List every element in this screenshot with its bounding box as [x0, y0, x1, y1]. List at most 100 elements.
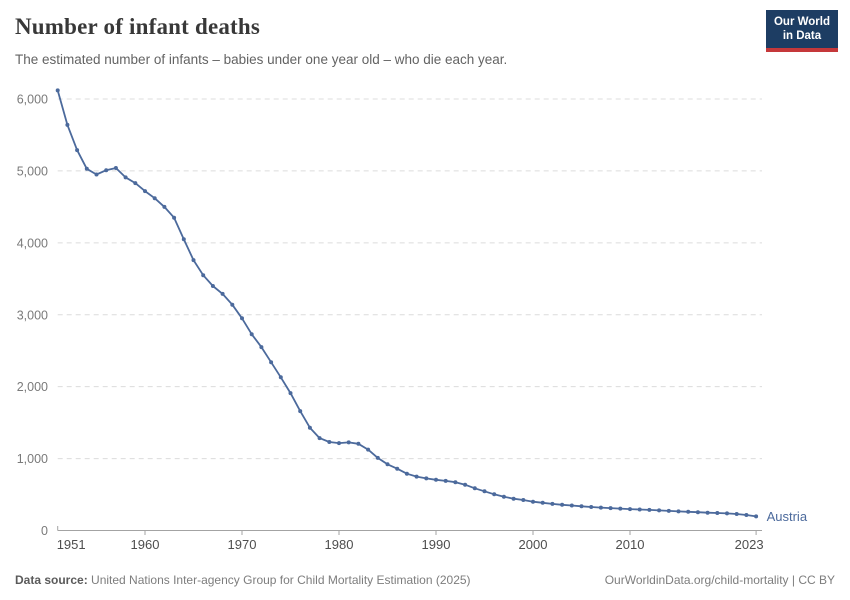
- data-point[interactable]: [434, 477, 438, 482]
- data-point[interactable]: [65, 122, 70, 127]
- data-point[interactable]: [647, 507, 652, 512]
- data-point[interactable]: [424, 476, 429, 481]
- y-tick-label: 6,000: [17, 93, 48, 107]
- data-point[interactable]: [210, 284, 215, 288]
- data-point[interactable]: [608, 506, 613, 511]
- x-tick-label: 1960: [131, 537, 160, 552]
- entity-label[interactable]: Austria: [767, 509, 808, 524]
- chart-subtitle: The estimated number of infants – babies…: [15, 52, 508, 67]
- owid-logo-line1: Our World: [773, 16, 830, 28]
- data-point[interactable]: [463, 482, 468, 487]
- data-point[interactable]: [628, 507, 632, 512]
- data-point[interactable]: [366, 447, 371, 452]
- data-point[interactable]: [482, 489, 487, 494]
- data-point[interactable]: [152, 196, 157, 201]
- data-point[interactable]: [84, 166, 89, 171]
- data-point[interactable]: [492, 492, 497, 497]
- data-point[interactable]: [569, 503, 574, 508]
- data-point[interactable]: [540, 500, 545, 505]
- data-point[interactable]: [133, 181, 138, 186]
- data-point[interactable]: [734, 512, 739, 516]
- data-point[interactable]: [550, 501, 555, 506]
- data-point[interactable]: [560, 502, 565, 507]
- data-source-text: United Nations Inter-agency Group for Ch…: [87, 573, 471, 587]
- data-point[interactable]: [94, 172, 99, 177]
- chart-header: Number of infant deaths The estimated nu…: [0, 0, 850, 80]
- data-point[interactable]: [395, 466, 400, 471]
- data-point[interactable]: [414, 474, 419, 479]
- data-point[interactable]: [75, 148, 80, 153]
- y-tick-label: 3,000: [17, 308, 48, 322]
- data-point[interactable]: [288, 391, 293, 396]
- owid-logo[interactable]: Our World in Data: [765, 10, 838, 53]
- data-source-label: Data source:: [15, 573, 88, 587]
- data-point[interactable]: [453, 480, 458, 485]
- chart-footer: Data source: United Nations Inter-agency…: [15, 573, 835, 587]
- x-tick-label: 1990: [422, 537, 451, 552]
- x-tick-label: 2000: [519, 537, 548, 552]
- x-tick-label: 1980: [325, 537, 354, 552]
- data-point[interactable]: [511, 496, 516, 501]
- data-point[interactable]: [327, 440, 332, 444]
- data-source-note: Data source: United Nations Inter-agency…: [15, 573, 471, 587]
- data-point[interactable]: [598, 505, 603, 510]
- data-point[interactable]: [346, 440, 351, 445]
- data-point[interactable]: [705, 510, 710, 515]
- line-chart: 0 1,000 2,000 3,000 4,000 5,000 6,000 1951 1960 1…: [0, 80, 850, 563]
- data-point[interactable]: [123, 175, 128, 180]
- data-point[interactable]: [317, 436, 322, 441]
- data-point[interactable]: [230, 302, 235, 307]
- data-point[interactable]: [259, 345, 264, 350]
- data-point[interactable]: [754, 514, 759, 519]
- y-tick-label: 1,000: [17, 452, 48, 466]
- data-point[interactable]: [589, 505, 594, 509]
- data-point[interactable]: [356, 441, 361, 446]
- x-tick-label: 1970: [228, 537, 257, 552]
- data-point[interactable]: [657, 508, 662, 513]
- data-line[interactable]: [56, 89, 757, 518]
- x-tick-label: 2010: [616, 537, 645, 552]
- data-point[interactable]: [695, 510, 700, 515]
- data-point[interactable]: [143, 189, 147, 194]
- y-tick-label: 0: [41, 524, 48, 538]
- data-point[interactable]: [55, 88, 60, 93]
- data-point[interactable]: [744, 513, 749, 517]
- data-point[interactable]: [666, 508, 671, 513]
- data-point[interactable]: [715, 511, 720, 515]
- data-point[interactable]: [220, 291, 225, 296]
- data-point[interactable]: [249, 332, 254, 337]
- data-point[interactable]: [531, 499, 535, 504]
- data-point[interactable]: [191, 258, 196, 263]
- data-point[interactable]: [162, 204, 167, 209]
- data-point[interactable]: [298, 409, 303, 414]
- owid-logo-line2: in Data: [782, 29, 822, 42]
- data-point[interactable]: [618, 506, 623, 511]
- data-point[interactable]: [404, 471, 409, 476]
- data-point[interactable]: [104, 168, 109, 173]
- data-point[interactable]: [385, 462, 390, 467]
- data-point[interactable]: [337, 441, 341, 446]
- data-point[interactable]: [443, 478, 448, 483]
- y-tick-label: 5,000: [17, 164, 48, 178]
- data-point[interactable]: [637, 507, 642, 512]
- data-point[interactable]: [113, 166, 118, 170]
- data-point[interactable]: [269, 360, 274, 365]
- data-point[interactable]: [725, 511, 729, 516]
- data-point[interactable]: [240, 316, 244, 321]
- data-point[interactable]: [686, 509, 691, 514]
- data-point[interactable]: [521, 498, 526, 502]
- data-point[interactable]: [307, 425, 312, 430]
- data-point[interactable]: [278, 375, 283, 380]
- data-point[interactable]: [375, 455, 380, 460]
- data-point[interactable]: [472, 486, 477, 491]
- data-point[interactable]: [676, 509, 681, 514]
- data-point[interactable]: [579, 504, 584, 509]
- data-point[interactable]: [201, 273, 206, 278]
- data-point[interactable]: [501, 494, 506, 499]
- y-tick-label: 4,000: [17, 236, 48, 250]
- page-title: Number of infant deaths: [15, 14, 261, 39]
- data-point[interactable]: [181, 237, 186, 242]
- data-point[interactable]: [172, 215, 177, 220]
- license-note[interactable]: OurWorldinData.org/child-mortality | CC …: [604, 573, 835, 587]
